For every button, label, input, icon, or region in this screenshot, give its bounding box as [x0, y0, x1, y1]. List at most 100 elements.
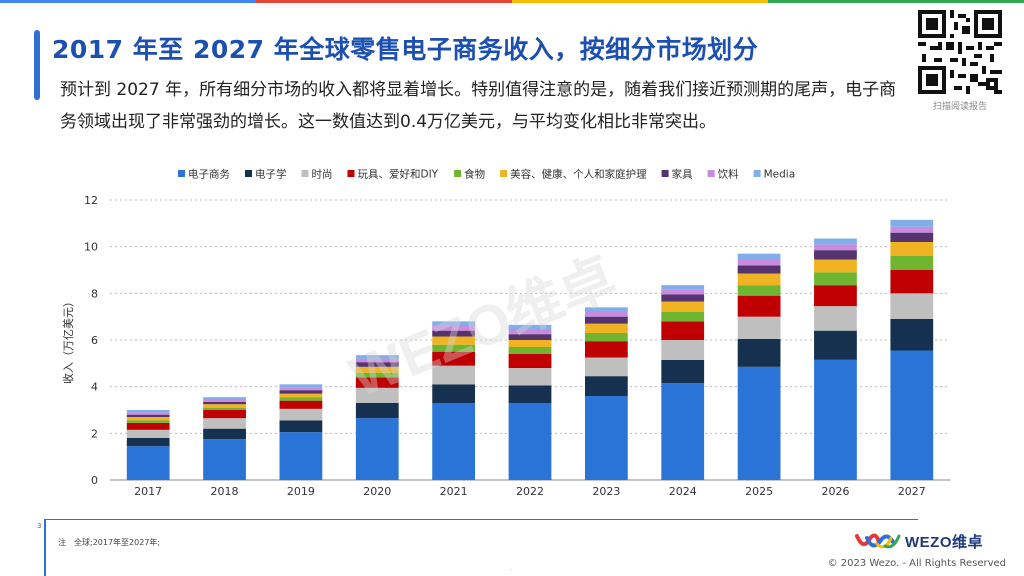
bar-segment: [279, 393, 323, 398]
bar-segment: [584, 333, 628, 342]
bar-segment: [890, 256, 934, 270]
bar-segment: [432, 351, 476, 366]
bar-segment: [890, 232, 934, 242]
bar-segment: [203, 439, 246, 480]
legend-label: Media: [764, 169, 796, 181]
bar-segment: [890, 219, 934, 227]
legend-swatch: [753, 170, 761, 177]
bar-segment: [432, 384, 476, 403]
legend-label: 电子商务: [188, 168, 230, 181]
bar-segment: [737, 273, 781, 286]
qr-code-icon[interactable]: [918, 10, 1002, 94]
bar-segment: [355, 362, 399, 367]
bar-segment: [890, 293, 934, 319]
bar-segment: [661, 321, 705, 340]
bar-segment: [279, 432, 323, 480]
bar-segment: [279, 400, 323, 409]
footnote: 注 全球;2017年至2027年;: [58, 538, 161, 547]
bar-segment: [203, 410, 246, 419]
legend-label: 玩具、爱好和DIY: [358, 168, 439, 181]
legend-label: 饮料: [718, 168, 739, 181]
legend-swatch: [500, 170, 508, 177]
bar-segment: [584, 376, 628, 396]
bar-segment: [814, 285, 857, 307]
bar-segment: [508, 385, 552, 403]
bar-segment: [279, 408, 323, 421]
top-bar-segment: [0, 0, 256, 3]
x-tick-label: 2018: [211, 485, 239, 498]
legend-swatch: [661, 170, 669, 177]
x-tick-label: 2024: [669, 485, 697, 498]
chart-legend: 电子商务 电子学 时尚 玩具、爱好和DIY 食物 美容、健康、个人和家庭护理 家具 饮料 Med…: [178, 168, 795, 181]
bar-segment: [355, 403, 399, 419]
x-tick-label: 2027: [898, 485, 926, 498]
x-tick-label: 2017: [134, 485, 162, 498]
bar-segment: [203, 397, 246, 400]
bar-segment: [203, 407, 246, 410]
bar-segment: [584, 312, 628, 317]
bar-segment: [355, 377, 399, 388]
legend-swatch: [454, 170, 462, 177]
bar-segment: [203, 418, 246, 429]
bar-segment: [661, 340, 705, 360]
legend-swatch: [245, 170, 252, 177]
y-tick-label: 10: [84, 241, 98, 254]
x-tick-label: 2023: [592, 485, 620, 498]
bar-segment: [126, 422, 170, 430]
bar-segment: [814, 259, 857, 273]
bar-segment: [890, 270, 934, 294]
bar-segment: [126, 417, 170, 421]
bar-segment: [432, 321, 476, 326]
bar-segment: [737, 265, 781, 274]
top-bar-segment: [768, 0, 1024, 3]
bar-segment: [126, 438, 170, 447]
watermark-text: WEZO维卓: [341, 245, 624, 408]
bar-segment: [508, 347, 552, 354]
chart-x-axis: 2017 2018 2019 2020 2021 2022 2023 2024 2025 2026…: [134, 485, 926, 498]
copyright-text: © 2023 Wezo. - All Rights Reserved: [827, 558, 1006, 569]
bar-segment: [584, 307, 628, 312]
bar-segment: [432, 344, 476, 352]
bar-segment: [508, 340, 552, 347]
bar-segment: [584, 396, 628, 480]
y-tick-label: 0: [91, 474, 98, 487]
bar-segment: [737, 253, 781, 260]
bar-segment: [126, 446, 170, 480]
x-tick-label: 2020: [363, 485, 391, 498]
chart-bars: [126, 219, 934, 480]
bar-segment: [126, 412, 170, 415]
bar-segment: [737, 285, 781, 296]
x-tick-label: 2026: [821, 485, 849, 498]
bar-segment: [203, 401, 246, 405]
bar-segment: [279, 397, 323, 401]
wezo-logo-icon: [855, 533, 901, 549]
bar-segment: [432, 403, 476, 480]
legend-swatch: [707, 170, 715, 177]
bar-segment: [203, 399, 246, 402]
bar-segment: [355, 387, 399, 403]
bar-segment: [126, 420, 170, 423]
page-number: 3: [37, 522, 42, 530]
bar-segment: [508, 368, 552, 386]
stacked-bar-chart: 电子商务 电子学 时尚 玩具、爱好和DIY 食物 美容、健康、个人和家庭护理 家具 饮料 Med…: [61, 168, 950, 498]
wezo-logo[interactable]: WEZO维卓: [855, 530, 1005, 552]
top-bar-segment: [512, 0, 768, 3]
y-tick-label: 12: [84, 194, 98, 207]
bar-segment: [279, 384, 323, 388]
legend-label: 时尚: [312, 168, 333, 181]
bar-segment: [661, 285, 705, 290]
bar-segment: [355, 355, 399, 359]
chart-y-axis: 0 2 4 6 8 10 12: [84, 194, 98, 487]
bar-segment: [508, 329, 552, 335]
page-title: 2017 年至 2027 年全球零售电子商务收入，按细分市场划分: [52, 35, 759, 64]
bar-segment: [432, 336, 476, 345]
bar-segment: [126, 410, 170, 413]
bar-segment: [279, 387, 323, 391]
bar-segment: [814, 250, 857, 260]
bar-segment: [814, 306, 857, 331]
x-tick-label: 2021: [440, 485, 468, 498]
legend-swatch: [301, 170, 309, 177]
bar-segment: [355, 418, 399, 480]
bar-segment: [508, 403, 552, 480]
bar-segment: [203, 428, 246, 440]
